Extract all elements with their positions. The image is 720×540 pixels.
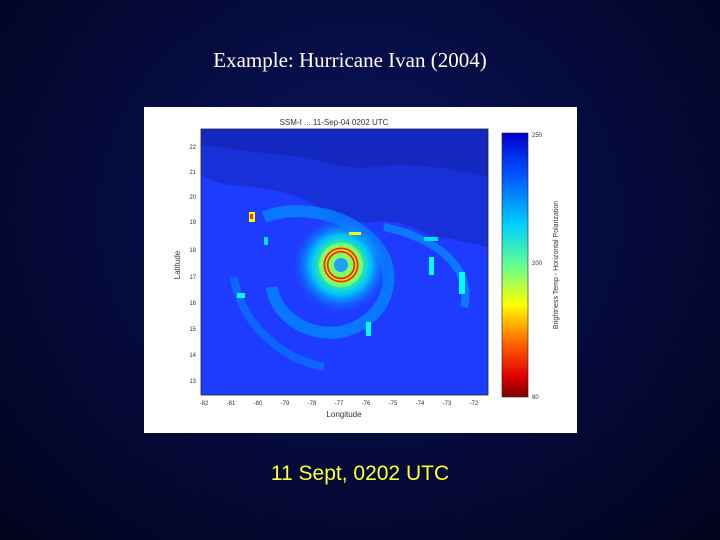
x-tick: -80 <box>254 401 263 407</box>
y-tick: 13 <box>189 379 196 385</box>
hurricane-figure: SSM-I ... 11-Sep-04 0202 UTC <box>144 107 577 433</box>
y-axis-label: Latitude <box>173 250 182 279</box>
y-axis-ticks: 22 21 20 19 18 17 16 15 14 13 <box>189 145 196 385</box>
x-tick: -73 <box>443 401 452 407</box>
y-tick: 18 <box>189 248 196 254</box>
x-tick: -81 <box>227 401 236 407</box>
x-tick: -79 <box>281 401 290 407</box>
slide-title: Example: Hurricane Ivan (2004) <box>213 48 487 72</box>
y-tick: 22 <box>189 145 196 151</box>
x-tick: -78 <box>308 401 317 407</box>
colorbar <box>501 132 529 398</box>
colorbar-label: Brightness Temp - Horizontal Polarizatio… <box>553 201 560 329</box>
image-caption: 11 Sept, 0202 UTC <box>270 462 450 485</box>
colorbar-tick: 200 <box>532 261 543 267</box>
y-tick: 21 <box>189 170 196 176</box>
y-tick: 17 <box>189 275 196 281</box>
colorbar-tick: 80 <box>532 395 539 401</box>
y-tick: 16 <box>189 301 196 307</box>
x-tick: -75 <box>389 401 398 407</box>
y-tick: 14 <box>189 353 196 359</box>
x-tick: -72 <box>470 401 479 407</box>
satellite-image-plot: SSM-I ... 11-Sep-04 0202 UTC <box>173 118 560 419</box>
brightness-image <box>201 129 488 395</box>
y-tick: 15 <box>189 327 196 333</box>
y-tick: 20 <box>189 195 196 201</box>
y-tick: 19 <box>189 220 196 226</box>
colorbar-tick: 250 <box>532 133 543 139</box>
x-tick: -82 <box>200 401 209 407</box>
colorbar-ticks: 250 200 80 <box>532 133 543 401</box>
x-axis-label: Longitude <box>326 410 362 419</box>
x-tick: -76 <box>362 401 371 407</box>
x-axis-ticks: -82 -81 -80 -79 -78 -77 -76 -75 -74 -73 … <box>200 401 479 407</box>
plot-title: SSM-I ... 11-Sep-04 0202 UTC <box>280 118 389 127</box>
plot-frame <box>200 128 489 396</box>
x-tick: -77 <box>335 401 344 407</box>
x-tick: -74 <box>416 401 425 407</box>
